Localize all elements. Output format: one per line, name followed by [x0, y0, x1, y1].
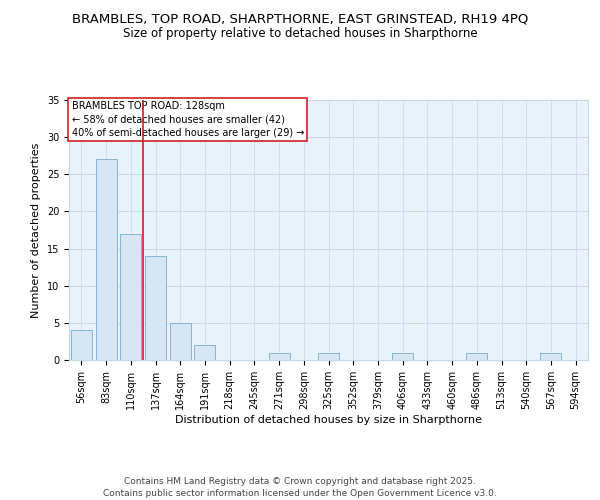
- Bar: [466, 352, 487, 360]
- Bar: [120, 234, 141, 360]
- Bar: [194, 345, 215, 360]
- Bar: [170, 323, 191, 360]
- Text: Contains HM Land Registry data © Crown copyright and database right 2025.
Contai: Contains HM Land Registry data © Crown c…: [103, 476, 497, 498]
- Bar: [145, 256, 166, 360]
- Bar: [541, 352, 562, 360]
- Bar: [392, 352, 413, 360]
- Bar: [71, 330, 92, 360]
- Bar: [95, 160, 116, 360]
- Text: BRAMBLES, TOP ROAD, SHARPTHORNE, EAST GRINSTEAD, RH19 4PQ: BRAMBLES, TOP ROAD, SHARPTHORNE, EAST GR…: [72, 12, 528, 26]
- Text: BRAMBLES TOP ROAD: 128sqm
← 58% of detached houses are smaller (42)
40% of semi-: BRAMBLES TOP ROAD: 128sqm ← 58% of detac…: [71, 102, 304, 138]
- Bar: [269, 352, 290, 360]
- Text: Size of property relative to detached houses in Sharpthorne: Size of property relative to detached ho…: [122, 28, 478, 40]
- X-axis label: Distribution of detached houses by size in Sharpthorne: Distribution of detached houses by size …: [175, 414, 482, 424]
- Y-axis label: Number of detached properties: Number of detached properties: [31, 142, 41, 318]
- Bar: [318, 352, 339, 360]
